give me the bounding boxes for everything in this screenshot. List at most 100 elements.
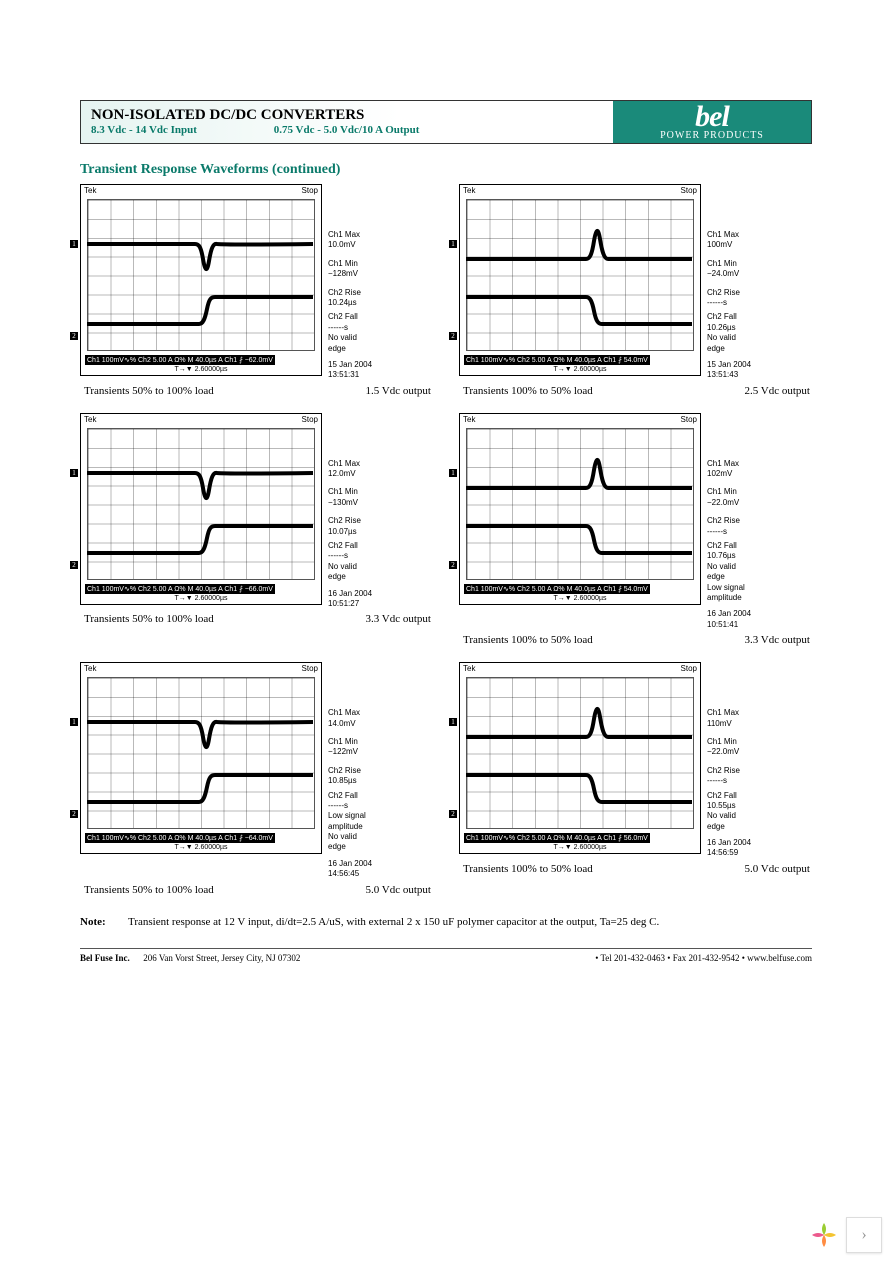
ch1max-value: 12.0mV bbox=[328, 469, 408, 479]
scope-tcursor: T→▼ 2.60000µs bbox=[85, 844, 317, 851]
extra-note: No valid edge bbox=[328, 562, 408, 583]
scope-tcursor: T→▼ 2.60000µs bbox=[85, 366, 317, 373]
tek-label: Tek bbox=[84, 664, 96, 673]
ch2fall-label: Ch2 Fall bbox=[328, 791, 408, 801]
ch2-marker: 2 bbox=[70, 561, 78, 569]
scope-cell: 1 2 Tek Stop Ch1 100mV∿% Ch2 5.00 A Ω% M… bbox=[459, 662, 812, 905]
scope-cell: 1 2 Tek Stop Ch1 100mV∿% Ch2 5.00 A Ω% M… bbox=[80, 184, 433, 407]
extra-note: No valid edge bbox=[328, 333, 408, 354]
footer-company: Bel Fuse Inc. bbox=[80, 953, 130, 963]
ch1min-value: −130mV bbox=[328, 498, 408, 508]
caption-right: 2.5 Vdc output bbox=[745, 385, 811, 397]
note-block: Note: Transient response at 12 V input, … bbox=[80, 916, 812, 928]
ch2rise-label: Ch2 Rise bbox=[328, 288, 408, 298]
ch2-marker: 2 bbox=[449, 810, 457, 818]
stop-label: Stop bbox=[302, 664, 318, 673]
logo-text: bel bbox=[695, 103, 729, 130]
scope-settings: Ch1 100mV∿% Ch2 5.00 A Ω% M 40.0µs A Ch1… bbox=[464, 833, 650, 843]
scope-tcursor: T→▼ 2.60000µs bbox=[464, 366, 696, 373]
scope-settings: Ch1 100mV∿% Ch2 5.00 A Ω% M 40.0µs A Ch1… bbox=[464, 584, 650, 594]
scope-date: 15 Jan 2004 bbox=[707, 360, 787, 370]
ch2fall-value: ------s bbox=[328, 551, 408, 561]
scope-cell: 1 2 Tek Stop Ch1 100mV∿% Ch2 5.00 A Ω% M… bbox=[459, 413, 812, 656]
oscilloscope-screen: Tek Stop Ch1 100mV∿% Ch2 5.00 A Ω% M 40.… bbox=[459, 413, 701, 605]
header-left: NON-ISOLATED DC/DC CONVERTERS 8.3 Vdc - … bbox=[81, 101, 613, 143]
extra-note: Low signal amplitude No valid edge bbox=[328, 811, 408, 853]
scope-date: 16 Jan 2004 bbox=[328, 859, 408, 869]
header-band: NON-ISOLATED DC/DC CONVERTERS 8.3 Vdc - … bbox=[80, 100, 812, 144]
scope-cell: 1 2 Tek Stop Ch1 100mV∿% Ch2 5.00 A Ω% M… bbox=[80, 662, 433, 905]
stop-label: Stop bbox=[302, 415, 318, 424]
ch1min-label: Ch1 Min bbox=[328, 737, 408, 747]
stop-label: Stop bbox=[302, 186, 318, 195]
caption-right: 3.3 Vdc output bbox=[366, 613, 432, 625]
footer-contact: • Tel 201-432-0463 • Fax 201-432-9542 • … bbox=[595, 953, 812, 963]
scope-time: 13:51:31 bbox=[328, 370, 408, 380]
ch2rise-value: ------s bbox=[707, 298, 787, 308]
input-spec: 8.3 Vdc - 14 Vdc Input bbox=[91, 124, 271, 136]
scope-date: 16 Jan 2004 bbox=[707, 609, 787, 619]
ch2rise-value: ------s bbox=[707, 527, 787, 537]
extra-note: No valid edge bbox=[707, 333, 787, 354]
section-title: Transient Response Waveforms (continued) bbox=[80, 162, 812, 178]
oscilloscope-screen: Tek Stop Ch1 100mV∿% Ch2 5.00 A Ω% M 40.… bbox=[80, 184, 322, 376]
ch1max-label: Ch1 Max bbox=[707, 708, 787, 718]
next-button[interactable]: › bbox=[846, 1217, 882, 1253]
oscilloscope-screen: Tek Stop Ch1 100mV∿% Ch2 5.00 A Ω% M 40.… bbox=[459, 184, 701, 376]
flower-icon bbox=[808, 1219, 840, 1251]
extra-note: No valid edge bbox=[707, 811, 787, 832]
oscilloscope-screen: Tek Stop Ch1 100mV∿% Ch2 5.00 A Ω% M 40.… bbox=[80, 413, 322, 605]
caption-left: Transients 100% to 50% load bbox=[463, 634, 593, 646]
tek-label: Tek bbox=[84, 186, 96, 195]
waveform-svg bbox=[87, 428, 313, 580]
scope-cell: 1 2 Tek Stop Ch1 100mV∿% Ch2 5.00 A Ω% M… bbox=[80, 413, 433, 656]
scope-tcursor: T→▼ 2.60000µs bbox=[464, 595, 696, 602]
extra-note: No valid edge Low signal amplitude bbox=[707, 562, 787, 604]
measurements: Ch1 Max 10.0mV Ch1 Min −128mV Ch2 Rise 1… bbox=[322, 184, 408, 381]
caption-left: Transients 50% to 100% load bbox=[84, 884, 214, 896]
measurements: Ch1 Max 100mV Ch1 Min −24.0mV Ch2 Rise -… bbox=[701, 184, 787, 381]
caption-left: Transients 100% to 50% load bbox=[463, 863, 593, 875]
oscilloscope-screen: Tek Stop Ch1 100mV∿% Ch2 5.00 A Ω% M 40.… bbox=[459, 662, 701, 854]
ch1-marker: 1 bbox=[449, 240, 457, 248]
ch1-marker: 1 bbox=[70, 469, 78, 477]
caption-left: Transients 50% to 100% load bbox=[84, 385, 214, 397]
ch2fall-label: Ch2 Fall bbox=[328, 541, 408, 551]
scope-time: 13:51:43 bbox=[707, 370, 787, 380]
output-spec: 0.75 Vdc - 5.0 Vdc/10 A Output bbox=[274, 124, 420, 136]
tek-label: Tek bbox=[84, 415, 96, 424]
waveform-svg bbox=[466, 428, 692, 580]
ch2rise-label: Ch2 Rise bbox=[328, 766, 408, 776]
doc-subtitle: 8.3 Vdc - 14 Vdc Input 0.75 Vdc - 5.0 Vd… bbox=[91, 124, 603, 136]
scope-date: 16 Jan 2004 bbox=[328, 589, 408, 599]
caption-left: Transients 50% to 100% load bbox=[84, 613, 214, 625]
stop-label: Stop bbox=[681, 664, 697, 673]
ch1min-label: Ch1 Min bbox=[328, 487, 408, 497]
ch1min-label: Ch1 Min bbox=[707, 259, 787, 269]
caption-right: 3.3 Vdc output bbox=[745, 634, 811, 646]
scope-grid: 1 2 Tek Stop Ch1 100mV∿% Ch2 5.00 A Ω% M… bbox=[80, 184, 812, 906]
ch2-marker: 2 bbox=[449, 561, 457, 569]
waveform-svg bbox=[87, 199, 313, 351]
ch2-marker: 2 bbox=[70, 332, 78, 340]
ch1-marker: 1 bbox=[449, 718, 457, 726]
scope-settings: Ch1 100mV∿% Ch2 5.00 A Ω% M 40.0µs A Ch1… bbox=[85, 355, 275, 365]
ch2fall-value: ------s bbox=[328, 323, 408, 333]
ch1min-value: −128mV bbox=[328, 269, 408, 279]
measurements: Ch1 Max 14.0mV Ch1 Min −122mV Ch2 Rise 1… bbox=[322, 662, 408, 879]
scope-settings: Ch1 100mV∿% Ch2 5.00 A Ω% M 40.0µs A Ch1… bbox=[85, 833, 275, 843]
ch2fall-value: 10.26µs bbox=[707, 323, 787, 333]
ch1-marker: 1 bbox=[70, 718, 78, 726]
ch2fall-label: Ch2 Fall bbox=[707, 791, 787, 801]
ch2fall-value: 10.76µs bbox=[707, 551, 787, 561]
tek-label: Tek bbox=[463, 415, 475, 424]
ch1max-label: Ch1 Max bbox=[328, 459, 408, 469]
ch2rise-label: Ch2 Rise bbox=[707, 766, 787, 776]
ch1max-value: 100mV bbox=[707, 240, 787, 250]
waveform-svg bbox=[87, 677, 313, 829]
ch1min-value: −22.0mV bbox=[707, 498, 787, 508]
tek-label: Tek bbox=[463, 664, 475, 673]
scope-date: 15 Jan 2004 bbox=[328, 360, 408, 370]
ch2fall-label: Ch2 Fall bbox=[707, 312, 787, 322]
ch1min-label: Ch1 Min bbox=[707, 737, 787, 747]
